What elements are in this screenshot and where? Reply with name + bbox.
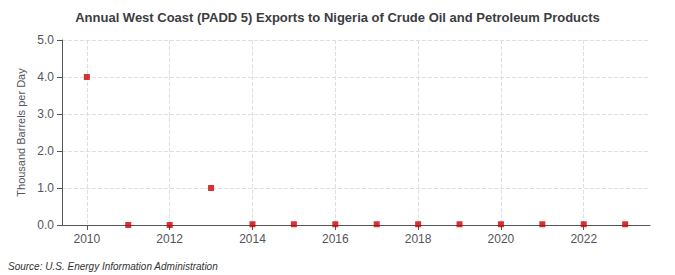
- svg-text:2012: 2012: [156, 232, 183, 246]
- svg-text:2014: 2014: [239, 232, 266, 246]
- svg-text:2020: 2020: [488, 232, 515, 246]
- svg-text:Source: U.S. Energy Informatio: Source: U.S. Energy Information Administ…: [8, 261, 218, 272]
- svg-text:5.0: 5.0: [37, 33, 54, 47]
- svg-text:3.0: 3.0: [37, 107, 54, 121]
- svg-text:2010: 2010: [73, 232, 100, 246]
- svg-text:1.0: 1.0: [37, 181, 54, 195]
- svg-text:2018: 2018: [405, 232, 432, 246]
- svg-text:4.0: 4.0: [37, 70, 54, 84]
- svg-text:2022: 2022: [570, 232, 597, 246]
- svg-text:2016: 2016: [322, 232, 349, 246]
- svg-text:0.0: 0.0: [37, 218, 54, 232]
- svg-text:Thousand Barrels per Day: Thousand Barrels per Day: [15, 68, 27, 197]
- svg-text:2.0: 2.0: [37, 144, 54, 158]
- svg-text:Annual West Coast (PADD 5) Exp: Annual West Coast (PADD 5) Exports to Ni…: [75, 10, 600, 25]
